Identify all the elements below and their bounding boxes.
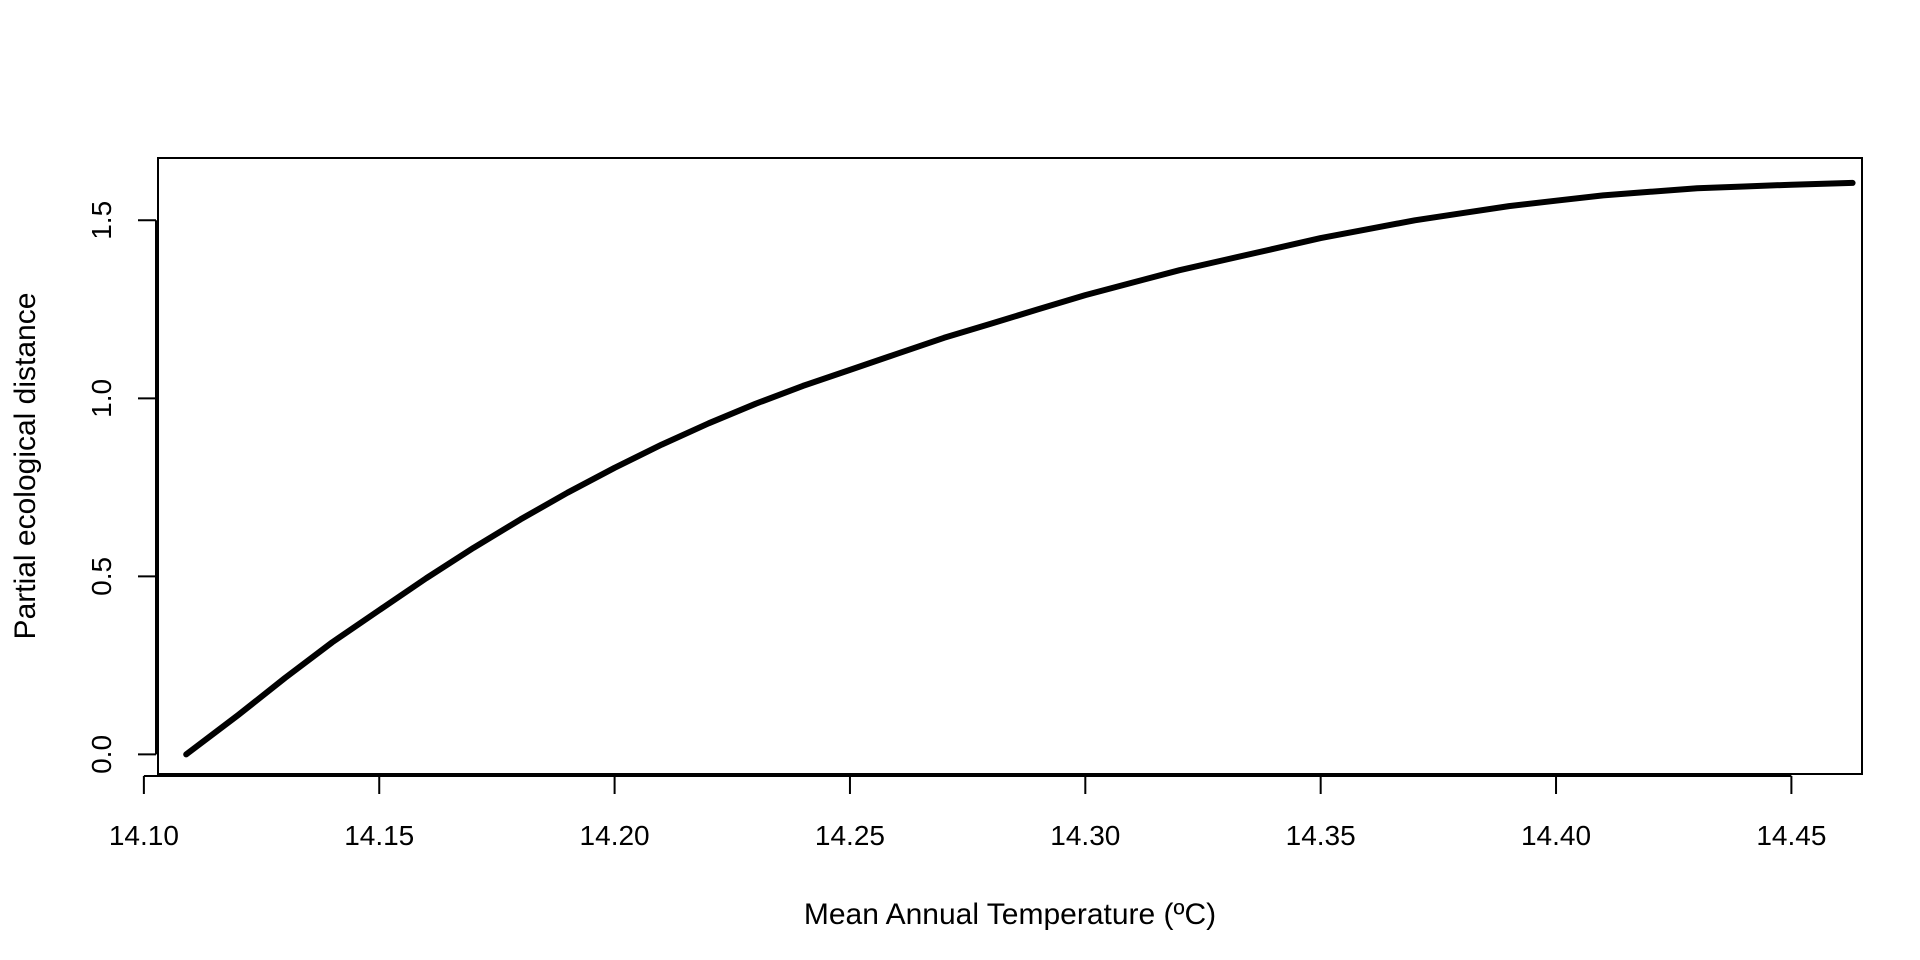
x-axis-title: Mean Annual Temperature (ºC) bbox=[804, 898, 1216, 931]
x-tick-label: 14.25 bbox=[815, 820, 885, 851]
y-axis: 0.0 0.5 1.0 1.5 bbox=[86, 201, 157, 774]
plot-frame bbox=[157, 157, 1863, 775]
x-tick-label: 14.35 bbox=[1286, 820, 1356, 851]
x-tick-label: 14.10 bbox=[109, 820, 179, 851]
series-line bbox=[183, 179, 1856, 758]
x-tick-label: 14.30 bbox=[1050, 820, 1120, 851]
series-layer bbox=[183, 179, 1856, 758]
x-tick-label: 14.45 bbox=[1756, 820, 1826, 851]
y-tick-label: 1.5 bbox=[86, 201, 117, 240]
y-tick-label: 0.0 bbox=[86, 735, 117, 774]
y-tick-label: 0.5 bbox=[86, 557, 117, 596]
x-axis: 14.10 14.15 14.20 14.25 14.30 14.35 14.40 14.45 bbox=[109, 775, 1826, 851]
x-tick-label: 14.15 bbox=[344, 820, 414, 851]
x-tick-label: 14.20 bbox=[580, 820, 650, 851]
y-tick-label: 1.0 bbox=[86, 379, 117, 418]
x-tick-label: 14.40 bbox=[1521, 820, 1591, 851]
y-axis-title: Partial ecological distance bbox=[9, 293, 42, 640]
